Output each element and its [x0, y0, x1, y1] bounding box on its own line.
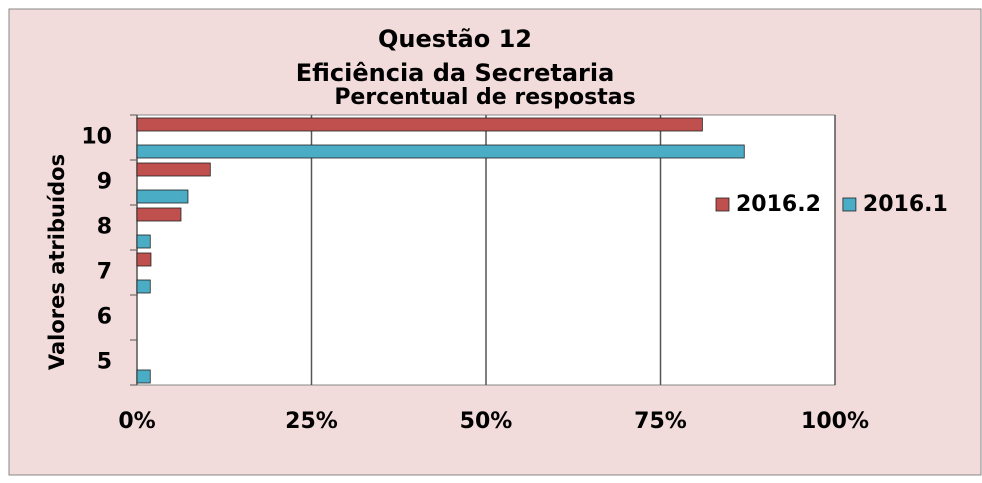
bar — [136, 189, 189, 204]
bar — [136, 117, 703, 132]
y-tick-label: 5 — [97, 350, 112, 375]
chart-title: Questão 12 — [378, 25, 532, 53]
bar — [136, 162, 211, 177]
y-tick-label: 10 — [81, 125, 112, 150]
y-axis-label: Valores atribuídos — [45, 154, 69, 370]
bar — [136, 234, 151, 249]
bar — [136, 207, 182, 222]
y-tick-label: 6 — [97, 305, 112, 330]
chart-subtitle: Percentual de respostas — [334, 85, 635, 110]
bar — [136, 144, 745, 159]
y-tick-label: 8 — [97, 215, 112, 240]
legend-swatch — [842, 197, 857, 212]
legend-label: 2016.2 — [736, 192, 821, 217]
bar — [136, 279, 151, 294]
x-tick-label: 25% — [285, 409, 338, 434]
bar — [136, 369, 151, 384]
legend-swatch — [715, 197, 730, 212]
x-tick-label: 100% — [801, 409, 869, 434]
y-tick-label: 9 — [97, 170, 112, 195]
y-tick-label: 7 — [97, 260, 112, 285]
chart-subtitle: Eficiência da Secretaria — [296, 59, 615, 87]
x-tick-label: 75% — [634, 409, 687, 434]
bar — [136, 252, 152, 267]
x-tick-label: 50% — [460, 409, 513, 434]
x-tick-label: 0% — [118, 409, 155, 434]
legend-label: 2016.1 — [863, 192, 948, 217]
